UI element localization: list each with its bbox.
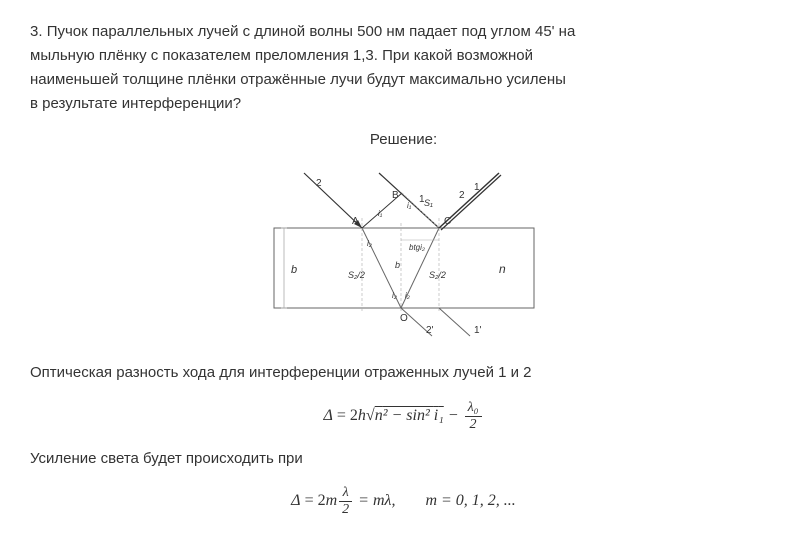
explanation-1: Оптическая разность хода для интерференц… bbox=[30, 362, 777, 385]
frac-num: λ₀ bbox=[465, 400, 482, 417]
svg-text:2: 2 bbox=[316, 178, 322, 189]
eq-part: = 2 bbox=[333, 407, 358, 424]
svg-text:btgi₂: btgi₂ bbox=[409, 243, 425, 252]
svg-text:i₂: i₂ bbox=[392, 291, 397, 300]
sqrt-content: n² − sin² i₁ bbox=[375, 407, 444, 424]
problem-line1: Пучок параллельных лучей с длиной волны … bbox=[47, 23, 576, 40]
eq2-2: = bbox=[354, 492, 373, 509]
frac2-den: 2 bbox=[339, 502, 352, 518]
svg-text:S₂/2: S₂/2 bbox=[429, 270, 446, 280]
eq2-1: = 2 bbox=[301, 492, 326, 509]
explanation-2: Усиление света будет происходить при bbox=[30, 448, 777, 471]
svg-text:2': 2' bbox=[426, 325, 434, 336]
svg-text:2: 2 bbox=[459, 190, 465, 201]
problem-number: 3. bbox=[30, 23, 43, 40]
h-var: h bbox=[358, 407, 366, 424]
m-values: m = 0, 1, 2, ... bbox=[425, 492, 515, 509]
m-var: m bbox=[326, 492, 338, 509]
problem-line4: в результате интерференции? bbox=[30, 95, 241, 112]
delta-symbol: Δ bbox=[323, 407, 332, 424]
svg-text:i₂: i₂ bbox=[367, 239, 372, 248]
delta-symbol-2: Δ bbox=[291, 492, 300, 509]
svg-text:i₁: i₁ bbox=[407, 201, 412, 210]
problem-statement: 3. Пучок параллельных лучей с длиной вол… bbox=[30, 20, 777, 116]
problem-line3: наименьшей толщине плёнки отражённые луч… bbox=[30, 71, 566, 88]
svg-text:b: b bbox=[395, 260, 400, 270]
svg-text:O: O bbox=[400, 313, 408, 324]
optics-diagram: b n A C O B 2 1 1 2 bbox=[264, 168, 544, 342]
svg-text:1': 1' bbox=[474, 325, 482, 336]
svg-text:1: 1 bbox=[474, 182, 480, 193]
svg-text:b: b bbox=[291, 264, 297, 276]
frac2-num: λ bbox=[339, 485, 352, 502]
svg-text:i₁: i₁ bbox=[378, 209, 383, 218]
svg-text:S₂/2: S₂/2 bbox=[348, 270, 365, 280]
formula-1: Δ = 2h√n² − sin² i₁ − λ₀2 bbox=[30, 400, 777, 433]
minus-part: − bbox=[444, 407, 463, 424]
formula-2: Δ = 2mλ2 = mλ,m = 0, 1, 2, ... bbox=[30, 485, 777, 518]
diagram-container: b n A C O B 2 1 1 2 bbox=[30, 168, 777, 342]
fraction-2: λ2 bbox=[339, 485, 352, 518]
m2-var: m bbox=[373, 492, 385, 509]
solution-header: Решение: bbox=[30, 131, 777, 148]
svg-text:S₁: S₁ bbox=[424, 198, 433, 208]
frac-den: 2 bbox=[465, 417, 482, 433]
problem-line2: мыльную плёнку с показателем преломления… bbox=[30, 47, 533, 64]
svg-text:n: n bbox=[499, 262, 506, 276]
comma: , bbox=[391, 492, 395, 509]
fraction-1: λ₀2 bbox=[465, 400, 482, 433]
svg-text:i₂: i₂ bbox=[405, 291, 410, 300]
